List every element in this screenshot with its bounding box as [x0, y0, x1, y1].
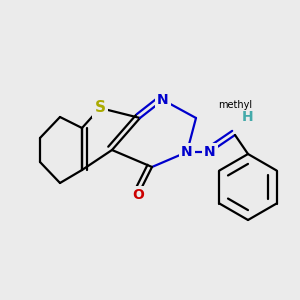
- Text: O: O: [132, 188, 144, 202]
- Text: S: S: [94, 100, 106, 116]
- Text: methyl: methyl: [218, 100, 252, 110]
- Text: H: H: [242, 110, 254, 124]
- Text: N: N: [157, 93, 169, 107]
- Text: N: N: [181, 145, 193, 159]
- Text: N: N: [204, 145, 216, 159]
